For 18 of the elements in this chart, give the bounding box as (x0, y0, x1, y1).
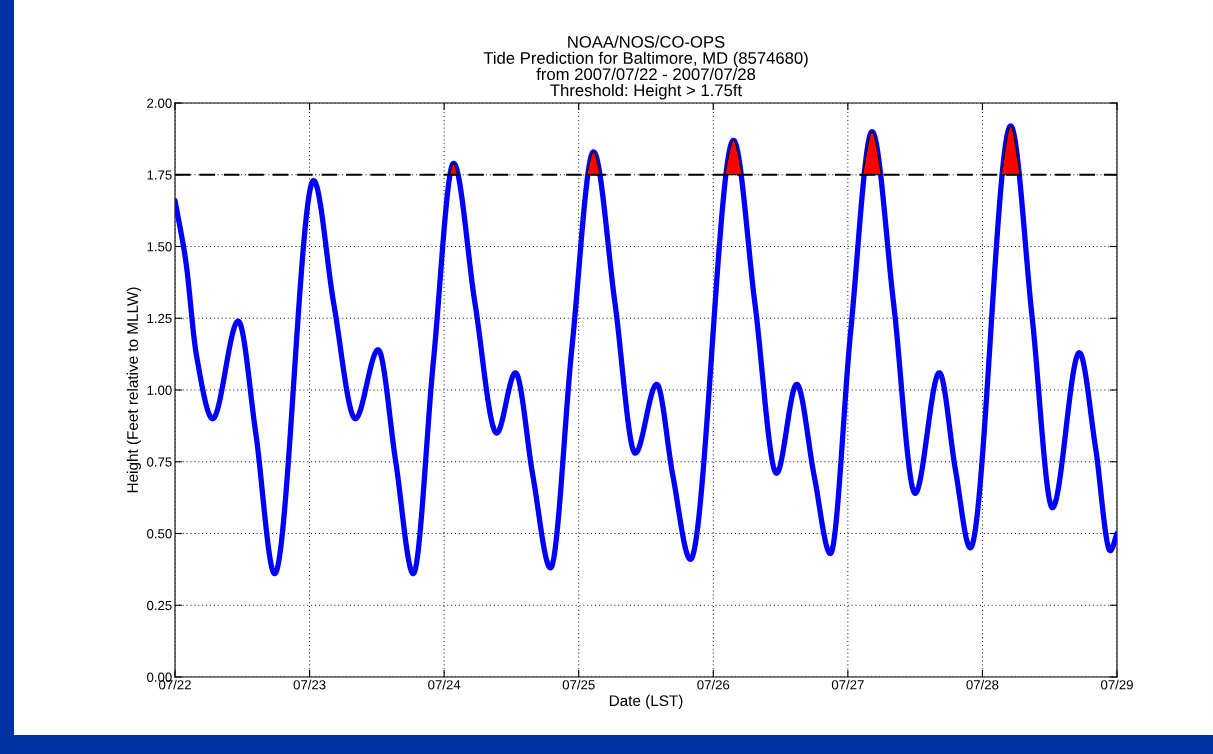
y-tick-label: 1.00 (147, 385, 172, 395)
x-tick-label: 07/28 (966, 679, 999, 690)
x-tick-label: 07/26 (697, 679, 730, 690)
y-tick-label: 0.50 (147, 529, 172, 539)
y-axis-title: Height (Feet relative to MLLW) (126, 287, 141, 493)
x-tick-label: 07/24 (428, 679, 461, 690)
x-tick-label: 07/29 (1101, 679, 1133, 690)
y-tick-label: 1.25 (147, 313, 172, 324)
y-tick-label: 0.25 (147, 600, 172, 611)
y-tick-label: 0.75 (147, 457, 172, 467)
x-tick-label: 07/23 (293, 679, 326, 690)
y-tick-label: 2.00 (147, 98, 172, 108)
x-tick-label: 07/27 (831, 679, 864, 690)
x-axis-title: Date (LST) (609, 694, 683, 710)
chart-title: NOAA/NOS/CO-OPS Tide Prediction for Baltimore, MD (8574680) from 2007/07/22 - 2007/07/28 Threshold: Height > 1.75ft (483, 35, 808, 100)
x-tick-label: 07/25 (562, 679, 595, 690)
y-tick-label: 1.50 (147, 242, 172, 252)
y-tick-label: 1.75 (147, 170, 172, 180)
